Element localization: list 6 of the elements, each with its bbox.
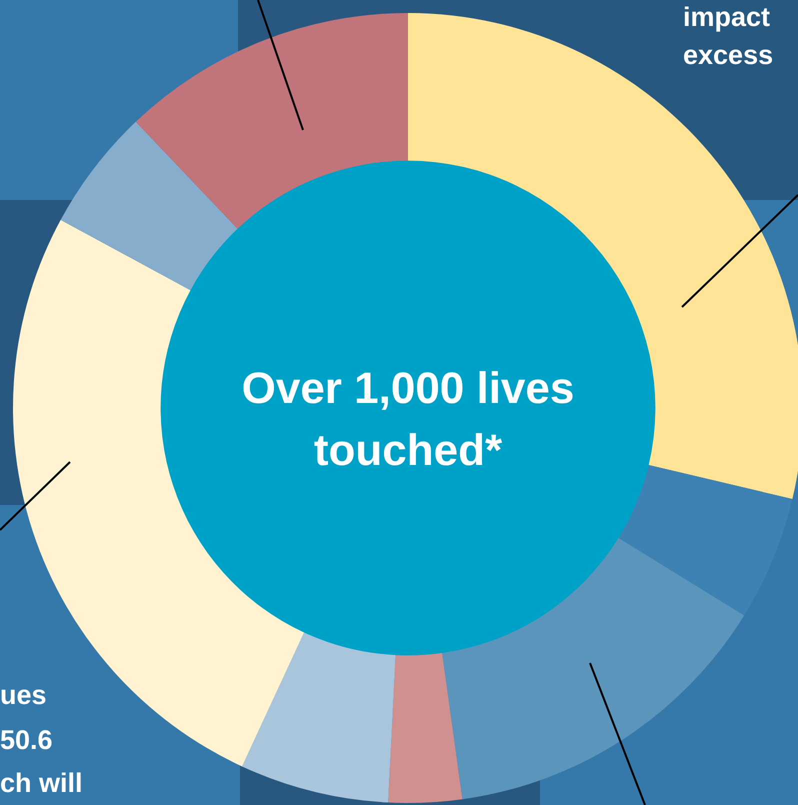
text: ues bbox=[0, 680, 47, 710]
text: excess bbox=[683, 40, 774, 70]
text: Over 1,000 lives touched* bbox=[240, 363, 576, 477]
text: 50.6 bbox=[0, 725, 53, 755]
text: impact bbox=[683, 2, 770, 32]
text: ch will bbox=[0, 768, 83, 798]
